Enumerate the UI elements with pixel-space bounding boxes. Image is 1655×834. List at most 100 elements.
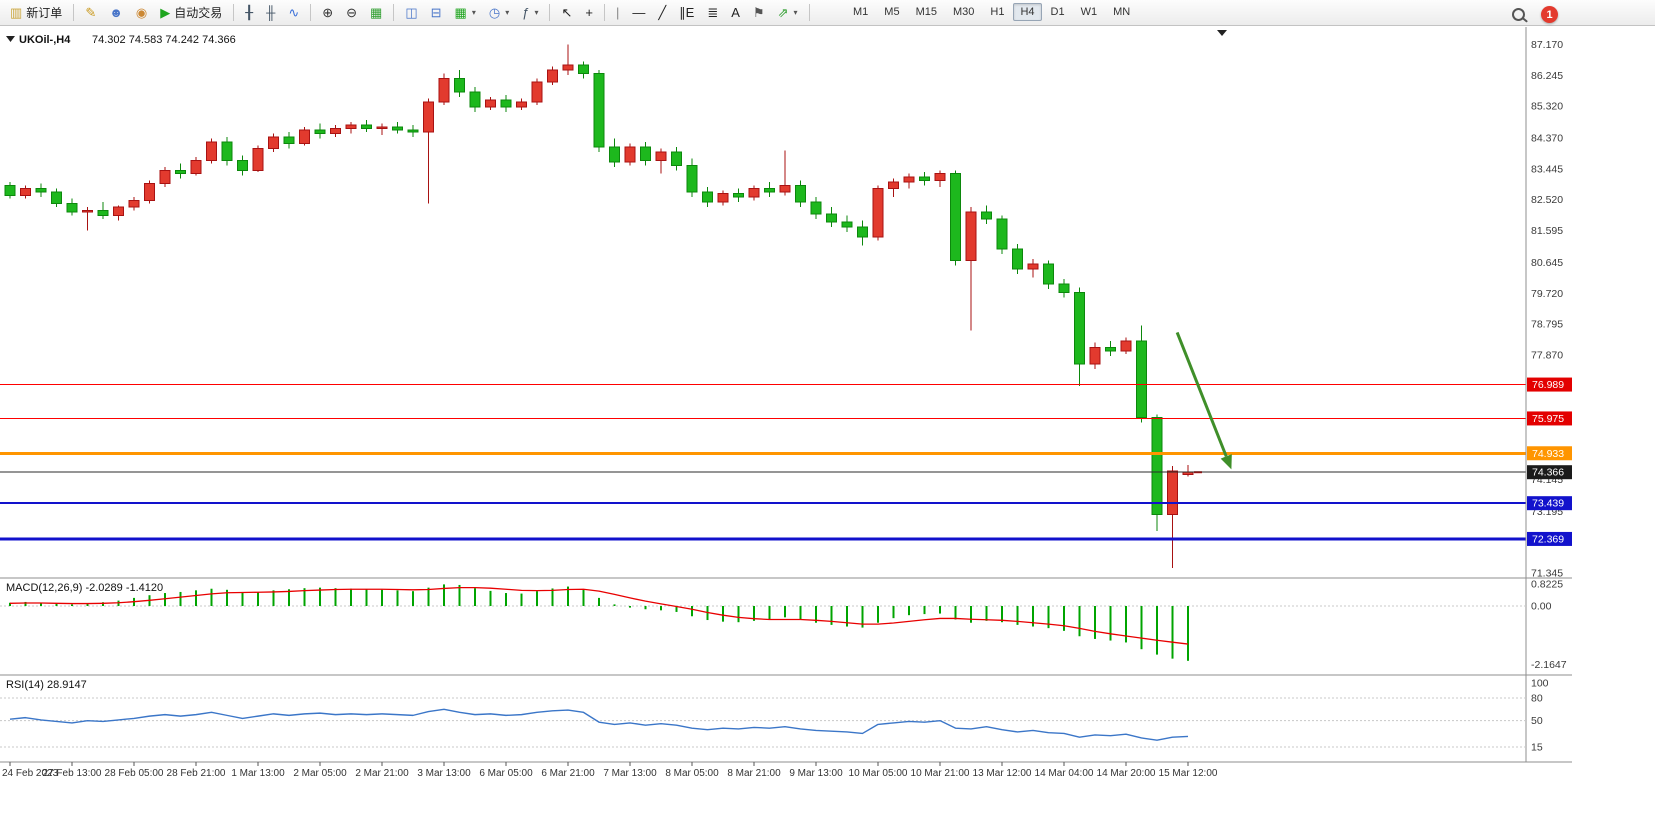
hlines-layer[interactable] xyxy=(0,384,1526,541)
dropdown-caret-icon: ▾ xyxy=(793,8,798,17)
search-icon xyxy=(1512,8,1525,21)
dropdown-caret-icon: ▾ xyxy=(534,8,539,17)
mql5-community-button[interactable]: ☻ xyxy=(103,1,129,24)
chart-shift-marker[interactable] xyxy=(1217,30,1227,36)
search-button[interactable] xyxy=(1506,3,1531,26)
toolbar-separator xyxy=(73,4,75,21)
tile-windows-button[interactable]: ▦ xyxy=(364,1,388,24)
autotrading-button[interactable]: ▶ 自动交易 xyxy=(154,1,228,24)
autotrading-icon: ▶ xyxy=(160,5,171,20)
text-label-button[interactable]: ⚑ xyxy=(747,1,771,24)
price-scale[interactable]: 87.170 86.245 85.320 84.370 83.445 82.520 81.5… xyxy=(1527,39,1572,580)
toolbar-separator xyxy=(393,4,395,21)
toolbar-separator xyxy=(233,4,235,21)
time-axis-label: 6 Mar 05:00 xyxy=(479,768,533,779)
arrow-head xyxy=(1220,454,1232,470)
chart-symbol-label: UKOil-,H4 xyxy=(19,34,71,46)
arrows-button[interactable]: ⇗ ▾ xyxy=(772,1,804,24)
timeframe-h1-button[interactable]: H1 xyxy=(990,6,1005,18)
crosshair-icon: + xyxy=(585,5,593,20)
time-axis-label: 6 Mar 21:00 xyxy=(541,768,595,779)
time-axis-label: 9 Mar 13:00 xyxy=(789,768,843,779)
price-tag-text: 75.975 xyxy=(1532,413,1564,425)
time-axis-label: 28 Feb 05:00 xyxy=(105,768,164,779)
toolbar-separator xyxy=(603,4,605,21)
candlestick-chart-button[interactable]: ╫ xyxy=(260,1,281,24)
bar-chart-button[interactable]: ╂ xyxy=(239,1,259,24)
timeframe-w1-button[interactable]: W1 xyxy=(1080,6,1098,18)
arrange-windows-button[interactable]: ⊟ xyxy=(425,1,448,24)
metaeditor-button[interactable]: ✎ xyxy=(79,1,102,24)
indicator-list-button[interactable]: ƒ ▾ xyxy=(516,1,544,24)
toolbar-right-group: 1 xyxy=(1506,3,1558,26)
trendline-button[interactable]: ╱ xyxy=(652,1,672,24)
price-axis-label: 82.520 xyxy=(1531,194,1563,206)
price-tag-text: 72.369 xyxy=(1532,533,1564,545)
mql5-community-icon: ☻ xyxy=(109,5,123,20)
timeframe-mn-button[interactable]: MN xyxy=(1113,6,1131,18)
time-axis-label: 2 Mar 05:00 xyxy=(293,768,347,779)
chart-canvas[interactable]: 87.170 86.245 85.320 84.370 83.445 82.520 81.5… xyxy=(0,27,1655,829)
profiles-button[interactable]: ◷ ▾ xyxy=(483,1,515,24)
time-axis-label: 15 Mar 12:00 xyxy=(1159,768,1218,779)
timeframe-h4-button[interactable]: H4 xyxy=(1013,3,1042,21)
text-button[interactable]: A xyxy=(725,1,746,24)
rsi-scale-label: 80 xyxy=(1531,693,1543,705)
line-chart-button[interactable]: ∿ xyxy=(282,1,305,24)
bar-chart-icon: ╂ xyxy=(245,5,254,20)
arrow-object[interactable] xyxy=(1175,331,1232,470)
timeframe-m30-button[interactable]: M30 xyxy=(952,6,975,18)
price-tag-text: 73.439 xyxy=(1532,498,1564,510)
timeframe-m5-button[interactable]: M5 xyxy=(884,6,900,18)
equidistant-channel-button[interactable]: ∥E xyxy=(673,1,700,24)
candlestick-chart-icon: ╫ xyxy=(266,5,276,20)
cursor-button[interactable]: ↖ xyxy=(555,1,578,24)
horizontal-line-icon: — xyxy=(632,5,646,20)
macd-signal-line xyxy=(9,586,1189,645)
price-axis-label: 87.170 xyxy=(1531,39,1563,51)
new-chart-icon: ▦ xyxy=(454,5,467,20)
macd-panel: MACD(12,26,9) -2.0289 -1.4120 0.8225 0.00 -… xyxy=(0,578,1567,671)
current-price-tag-text: 74.366 xyxy=(1532,467,1564,479)
price-tag xyxy=(1527,411,1572,426)
time-axis-label: 7 Mar 13:00 xyxy=(603,768,657,779)
crosshair-button[interactable]: + xyxy=(579,1,599,24)
trendline-icon: ╱ xyxy=(658,5,667,20)
price-axis-label: 78.795 xyxy=(1531,319,1563,331)
macd-scale-label: 0.00 xyxy=(1531,601,1552,613)
alerts-button[interactable]: ◉ xyxy=(130,1,153,24)
vertical-line-button[interactable]: | xyxy=(610,1,625,24)
symbol-dropdown-icon[interactable] xyxy=(6,36,15,42)
indicator-list-icon: ƒ xyxy=(522,5,530,20)
rsi-scale-label: 50 xyxy=(1531,715,1543,727)
horizontal-line-button[interactable]: — xyxy=(626,1,651,24)
zoom-out-button[interactable]: ⊖ xyxy=(340,1,363,24)
chart-ohlc-values: 74.302 74.583 74.242 74.366 xyxy=(92,34,236,46)
price-tag xyxy=(1527,496,1572,511)
time-axis-label: 1 Mar 13:00 xyxy=(231,768,285,779)
price-axis-label: 80.645 xyxy=(1531,257,1563,269)
price-axis-label: 79.720 xyxy=(1531,288,1563,300)
time-axis-label: 24 Feb 2023 xyxy=(2,768,59,779)
profiles-icon: ◷ xyxy=(488,5,501,20)
notification-badge[interactable]: 1 xyxy=(1541,6,1558,23)
time-axis-label: 8 Mar 05:00 xyxy=(665,768,719,779)
timeframe-d1-button[interactable]: D1 xyxy=(1050,6,1065,18)
new-chart-button[interactable]: ▦ ▾ xyxy=(449,1,482,24)
new-order-icon: ▥ xyxy=(10,5,23,20)
price-tag xyxy=(1527,377,1572,392)
timeframe-m15-button[interactable]: M15 xyxy=(915,6,937,18)
fibonacci-button[interactable]: ≣ xyxy=(701,1,724,24)
rsi-line xyxy=(9,708,1189,741)
price-tag xyxy=(1527,531,1572,546)
arrows-icon: ⇗ xyxy=(777,5,789,20)
new-order-button[interactable]: ▥ 新订单 xyxy=(4,1,68,24)
zoom-in-button[interactable]: ⊕ xyxy=(316,1,339,24)
current-price-tag xyxy=(1527,465,1572,480)
cascade-windows-button[interactable]: ◫ xyxy=(399,1,423,24)
price-tag-text: 76.989 xyxy=(1532,379,1564,391)
fibonacci-icon: ≣ xyxy=(707,5,719,20)
price-axis-label: 81.595 xyxy=(1531,225,1563,237)
timeframe-m1-button[interactable]: M1 xyxy=(853,6,869,18)
